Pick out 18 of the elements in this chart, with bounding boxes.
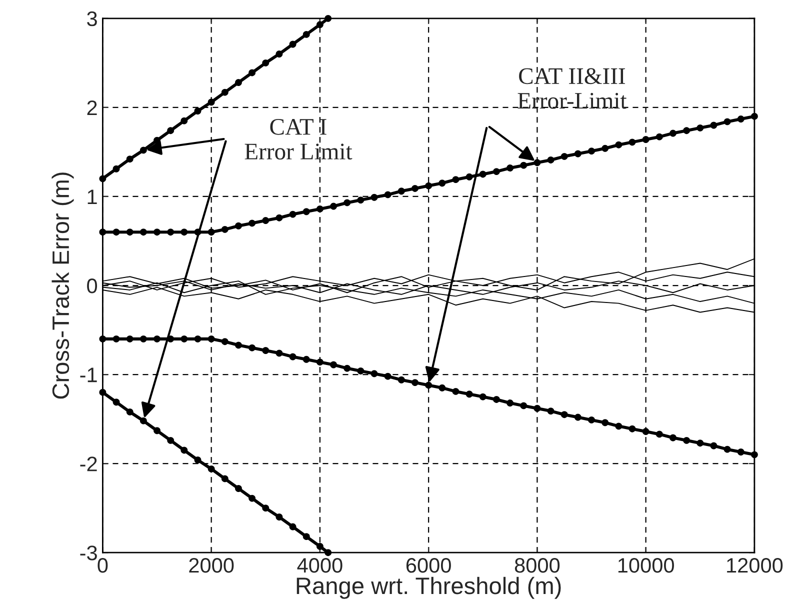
x-tick-label: 2000 xyxy=(189,558,234,573)
x-tick-label: 4000 xyxy=(297,558,342,573)
y-axis-title: Cross-Track Error (m) xyxy=(52,172,74,399)
y-tick-label: 0 xyxy=(87,278,98,294)
y-tick-label: 3 xyxy=(87,11,97,26)
x-tick-label: 8000 xyxy=(514,558,560,573)
y-tick-label: 1 xyxy=(88,190,97,204)
x-tick-label: 6000 xyxy=(406,558,451,573)
y-tick-label: -3 xyxy=(80,546,97,560)
annotation: CAT I Error Limit xyxy=(244,118,352,160)
y-tick-label: 2 xyxy=(87,100,97,115)
y-tick-label: -1 xyxy=(80,368,97,382)
x-axis-title: Range wrt. Threshold (m) xyxy=(296,576,561,599)
x-tick-label: 10000 xyxy=(618,558,674,573)
x-tick-label: 12000 xyxy=(727,558,783,573)
y-tick-label: -2 xyxy=(80,456,97,472)
annotation: CAT II&III Error-Limit xyxy=(518,68,627,109)
x-tick-label: 0 xyxy=(98,558,108,573)
